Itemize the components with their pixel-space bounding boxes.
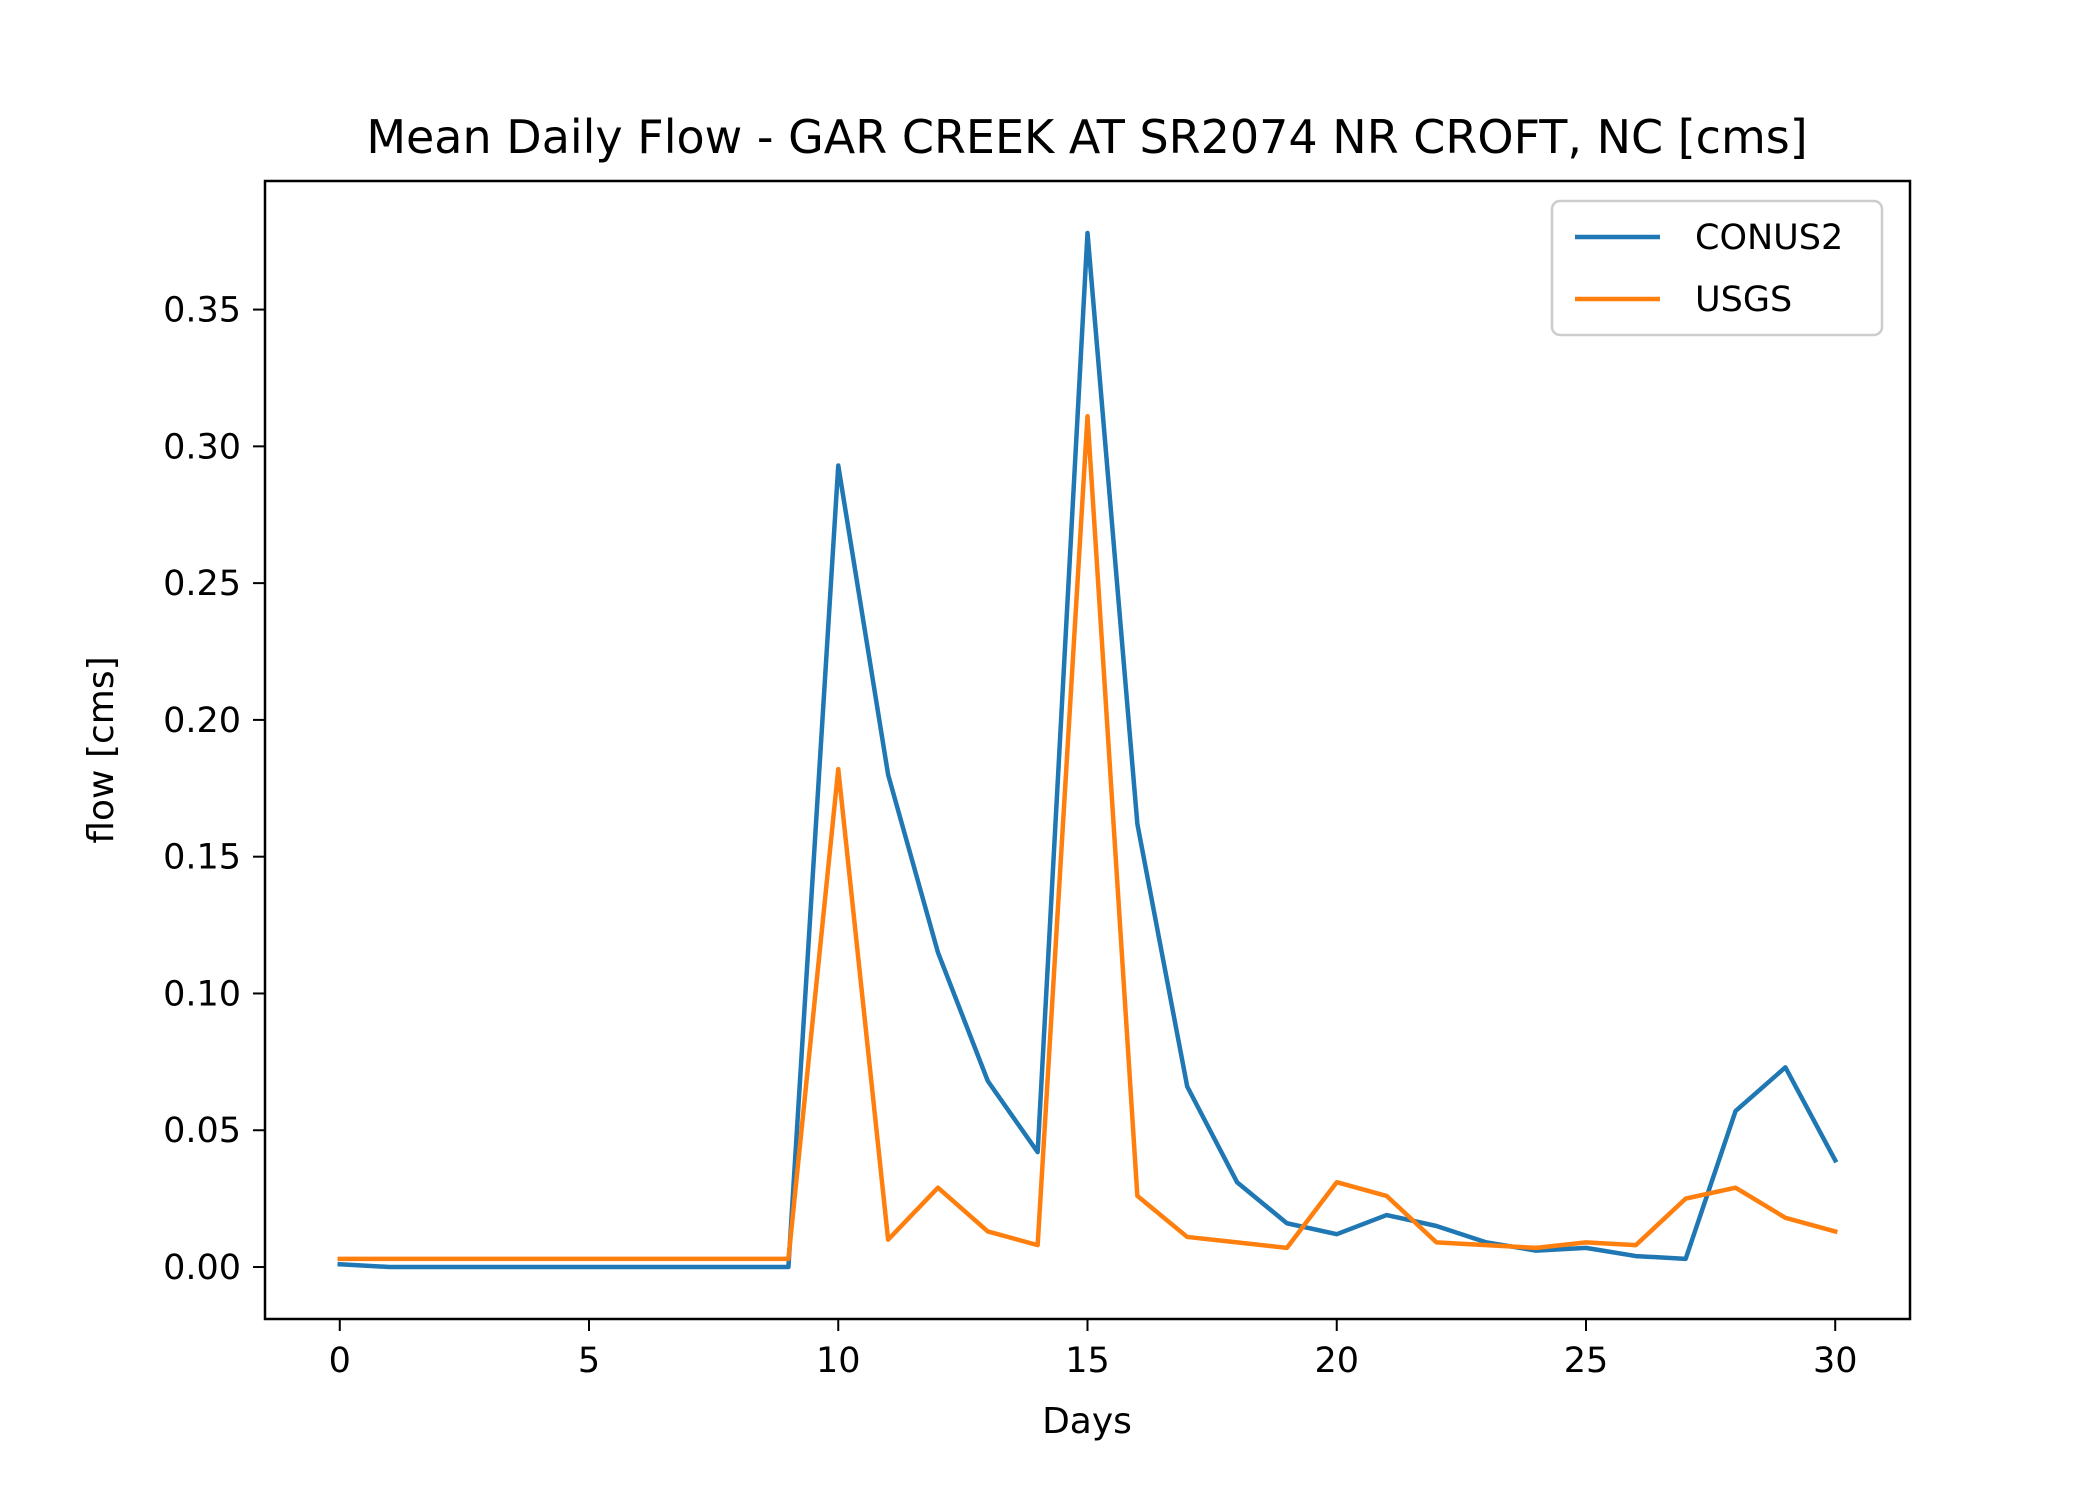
y-axis-label: flow [cms]	[81, 656, 122, 843]
y-tick-label: 0.35	[163, 291, 241, 331]
x-tick-label: 25	[1564, 1341, 1609, 1381]
x-axis-label: Days	[1042, 1401, 1132, 1442]
legend-label-conus2: CONUS2	[1695, 218, 1843, 258]
y-tick-label: 0.10	[163, 974, 241, 1014]
x-tick-label: 30	[1813, 1341, 1858, 1381]
chart-title: Mean Daily Flow - GAR CREEK AT SR2074 NR…	[366, 110, 1807, 164]
y-tick-label: 0.25	[163, 564, 241, 604]
x-tick-label: 5	[578, 1341, 600, 1381]
series-layer	[337, 230, 1839, 1270]
y-axis: 0.00 0.05 0.10 0.15 0.20 0.25 0.30 0.35	[163, 291, 265, 1288]
y-tick-label: 0.05	[163, 1111, 241, 1151]
y-tick-label: 0.15	[163, 838, 241, 878]
x-tick-label: 10	[816, 1341, 861, 1381]
x-tick-label: 0	[329, 1341, 351, 1381]
x-tick-label: 15	[1065, 1341, 1110, 1381]
series-line-conus2	[337, 230, 1839, 1270]
series-line-usgs	[337, 414, 1838, 1262]
legend-label-usgs: USGS	[1695, 280, 1792, 320]
legend: CONUS2 USGS	[1550, 199, 1884, 337]
y-tick-label: 0.00	[163, 1248, 241, 1288]
x-axis: 0 5 10 15 20 25 30	[329, 1319, 1858, 1381]
y-tick-label: 0.20	[163, 701, 241, 741]
x-tick-label: 20	[1314, 1341, 1359, 1381]
legend-box	[1550, 199, 1884, 337]
y-tick-label: 0.30	[163, 427, 241, 467]
